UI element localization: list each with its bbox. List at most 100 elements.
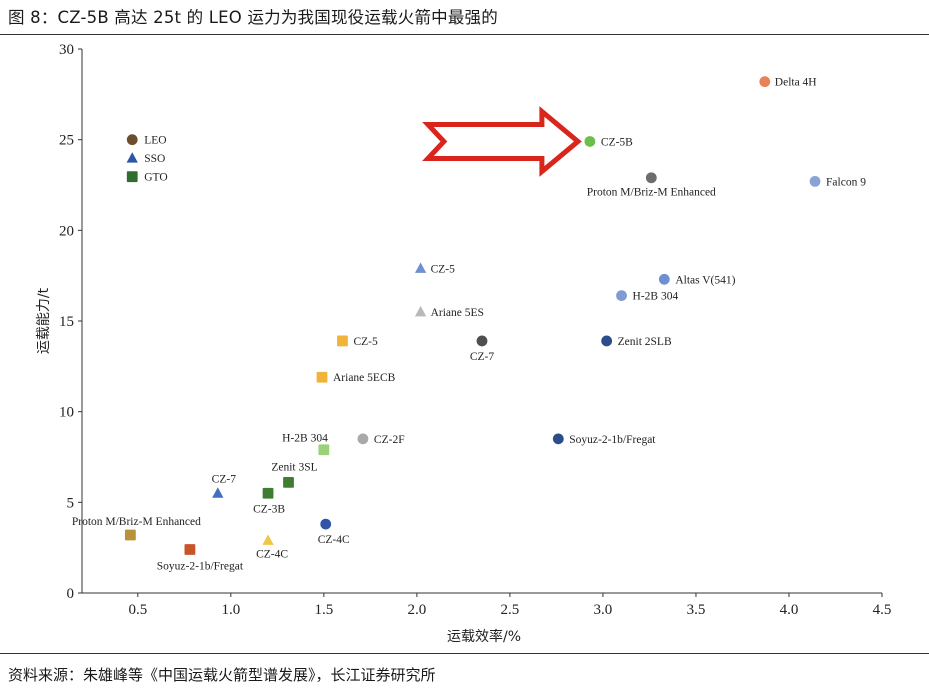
marker-circle: [600, 334, 614, 348]
point-marker: [657, 272, 671, 286]
point-label: CZ-5: [353, 336, 378, 348]
point-marker: [600, 334, 614, 348]
y-tick-label: 20: [59, 223, 74, 239]
point-marker: [319, 517, 333, 531]
data-point: Proton M/Briz-M Enhanced: [587, 171, 716, 199]
point-label: CZ-5B: [601, 136, 633, 148]
point-marker: [475, 334, 489, 348]
point-marker: [413, 303, 428, 318]
marker-square: [335, 334, 350, 348]
marker-circle: [644, 171, 658, 185]
point-label: Soyuz-2-1b/Fregat: [569, 434, 656, 446]
x-tick-label: 4.0: [780, 602, 799, 618]
data-point: Zenit 2SLB: [600, 334, 672, 348]
point-label: CZ-3B: [253, 503, 285, 515]
marker-circle: [475, 334, 489, 348]
marker-circle: [125, 133, 139, 147]
point-label: Altas V(541): [675, 274, 735, 286]
data-point: Proton M/Briz-M Enhanced: [72, 516, 201, 542]
y-tick-label: 0: [67, 586, 75, 602]
point-label: CZ-4C: [318, 534, 350, 546]
y-tick-label: 25: [59, 133, 74, 149]
data-point: Ariane 5ECB: [315, 370, 396, 384]
legend-label-leo: LEO: [144, 135, 166, 147]
point-marker: [614, 289, 629, 303]
x-tick-label: 4.5: [873, 602, 892, 618]
title-rule: [0, 34, 929, 35]
marker-triangle: [413, 260, 428, 274]
marker-square: [125, 170, 139, 184]
point-label: Proton M/Briz-M Enhanced: [587, 187, 716, 199]
data-point: Soyuz-2-1b/Fregat: [157, 542, 244, 572]
x-tick-label: 1.0: [221, 602, 240, 618]
point-label: Ariane 5ES: [431, 307, 484, 319]
data-point: Delta 4H: [758, 75, 817, 89]
data-point: CZ-2F: [356, 432, 405, 446]
point-label: CZ-7: [470, 351, 495, 363]
point-marker: [183, 542, 197, 557]
point-label: Zenit 2SLB: [618, 336, 672, 348]
marker-triangle: [260, 532, 276, 546]
data-point: CZ-5: [335, 334, 378, 348]
point-label: Ariane 5ECB: [333, 372, 396, 384]
point-label: CZ-2F: [374, 434, 405, 446]
point-label: H-2B 304: [633, 291, 679, 303]
point-label: Delta 4H: [775, 77, 817, 89]
marker-circle: [356, 432, 370, 446]
data-points: Delta 4H CZ-5B Proton M/Briz-M Enhanced Fal…: [72, 75, 866, 572]
marker-circle: [319, 517, 333, 531]
data-point: CZ-4C: [256, 532, 288, 560]
data-point: H-2B 304: [614, 289, 679, 303]
x-tick-label: 3.0: [594, 602, 613, 618]
point-marker: [261, 486, 275, 500]
x-tick-label: 1.5: [314, 602, 333, 618]
data-point: CZ-3B: [253, 486, 285, 515]
x-tick-label: 3.5: [687, 602, 706, 618]
data-point: CZ-5B: [583, 134, 633, 149]
x-tick-label: 2.0: [408, 602, 427, 618]
data-point: CZ-4C: [318, 517, 350, 546]
point-label: Proton M/Briz-M Enhanced: [72, 516, 201, 528]
data-point: H-2B 304: [282, 433, 331, 457]
marker-square: [183, 542, 197, 557]
point-label: Soyuz-2-1b/Fregat: [157, 560, 244, 572]
data-point: CZ-5: [413, 260, 455, 275]
legend-label-sso: SSO: [144, 153, 165, 165]
point-marker: [808, 174, 822, 188]
scatter-chart: 0 5 10 15 20 25 30 0.5 1.0 1.5 2.0 2.5 3.0 3.5 4.0 4.5 运…: [36, 42, 891, 645]
marker-triangle: [210, 485, 226, 499]
marker-triangle: [413, 303, 428, 318]
marker-triangle: [124, 150, 140, 164]
point-marker: [413, 260, 428, 274]
legend-marker-leo: [125, 133, 139, 147]
point-label: CZ-7: [212, 473, 237, 485]
data-point: Zenit 3SL: [271, 461, 318, 489]
y-tick-label: 15: [59, 314, 74, 330]
legend-marker-gto: [125, 170, 139, 184]
highlight-arrow: [422, 106, 582, 177]
source-note: 资料来源：朱雄峰等《中国运载火箭型谱发展》，长江证券研究所: [8, 666, 436, 684]
marker-square: [123, 528, 137, 542]
point-marker: [210, 485, 226, 499]
axes: 0 5 10 15 20 25 30 0.5 1.0 1.5 2.0 2.5 3.0 3.5 4.0 4.5 运…: [36, 42, 891, 645]
point-marker: [356, 432, 370, 446]
data-point: Altas V(541): [657, 272, 736, 286]
legend-label-gto: GTO: [144, 172, 167, 184]
point-marker: [317, 443, 331, 457]
legend-marker-sso: [124, 150, 140, 164]
x-tick-label: 0.5: [128, 602, 147, 618]
marker-square: [315, 370, 329, 384]
marker-circle: [614, 289, 629, 303]
point-marker: [260, 532, 276, 546]
figure-title: 图 8：CZ-5B 高达 25t 的 LEO 运力为我国现役运载火箭中最强的: [8, 8, 498, 27]
marker-square: [317, 443, 331, 457]
x-tick-label: 2.5: [501, 602, 520, 618]
marker-circle: [583, 134, 597, 149]
point-marker: [123, 528, 137, 542]
point-marker: [335, 334, 350, 348]
data-point: CZ-7: [210, 473, 237, 499]
y-tick-label: 10: [59, 405, 74, 421]
point-marker: [758, 75, 772, 89]
y-axis-title: 运载能力/t: [36, 287, 52, 354]
data-point: Soyuz-2-1b/Fregat: [551, 432, 656, 446]
